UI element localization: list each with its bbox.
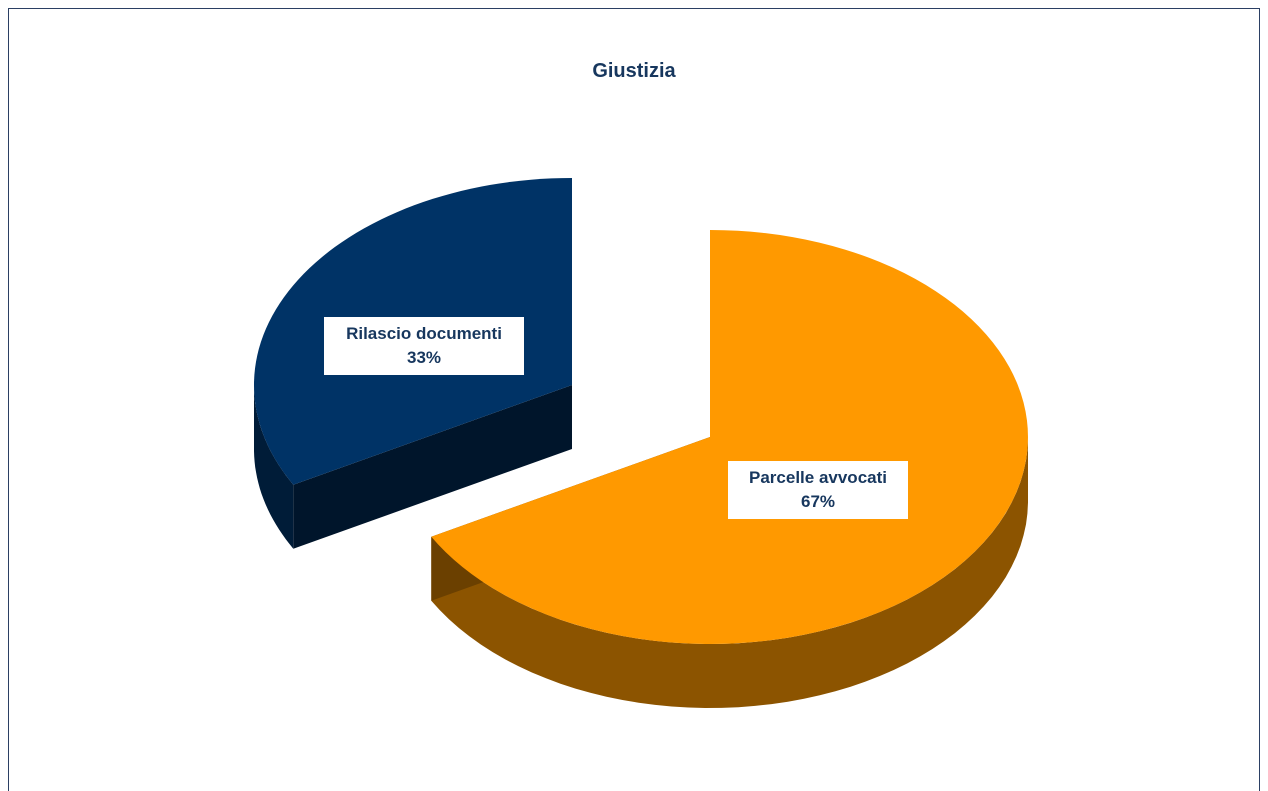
slice-side-parcelle-avvocati xyxy=(431,438,1028,708)
slice-label-rilascio-documenti: Rilascio documenti 33% xyxy=(324,317,524,375)
slice-label-value: 33% xyxy=(406,348,442,367)
slice-label-value: 67% xyxy=(800,492,836,511)
slice-label-name: Rilascio documenti xyxy=(346,324,502,343)
slice-label-parcelle-avvocati: Parcelle avvocati 67% xyxy=(728,461,908,519)
slice-parcelle-avvocati xyxy=(431,230,1028,644)
chart-title: Giustizia xyxy=(592,60,676,82)
slice-label-name: Parcelle avvocati xyxy=(749,468,887,487)
slice-edge-rilascio-documenti xyxy=(293,385,572,549)
slice-side-rilascio-documenti xyxy=(254,381,294,549)
